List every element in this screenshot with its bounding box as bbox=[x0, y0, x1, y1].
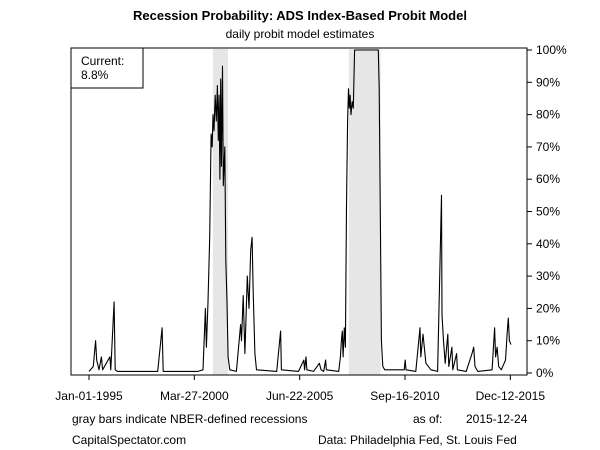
x-tick-label: Mar-27-2000 bbox=[160, 389, 229, 403]
current-value: 8.8% bbox=[81, 68, 109, 82]
asof-date: 2015-12-24 bbox=[466, 412, 528, 426]
chart-title: Recession Probability: ADS Index-Based P… bbox=[133, 8, 467, 23]
y-tick-label: 70% bbox=[536, 140, 560, 154]
y-tick-label: 60% bbox=[536, 172, 560, 186]
x-tick-label: Sep-16-2010 bbox=[370, 389, 440, 403]
recession-bar-1 bbox=[212, 49, 229, 375]
x-tick-label: Jan-01-1995 bbox=[55, 389, 123, 403]
recession-bars bbox=[212, 49, 381, 375]
y-axis: 0% 10% 20% 30% 40% 50% 60% 70% 80% 90% 100% bbox=[527, 43, 567, 380]
chart-subtitle: daily probit model estimates bbox=[225, 27, 375, 41]
y-tick-label: 20% bbox=[536, 301, 560, 315]
x-tick-label: Jun-22-2005 bbox=[266, 389, 334, 403]
series-line bbox=[88, 49, 512, 372]
y-tick-label: 50% bbox=[536, 205, 560, 219]
y-tick-label: 90% bbox=[536, 75, 560, 89]
asof-label: as of: bbox=[413, 412, 443, 426]
current-label: Current: bbox=[81, 54, 124, 68]
y-tick-label: 80% bbox=[536, 108, 560, 122]
data-source: Data: Philadelphia Fed, St. Louis Fed bbox=[318, 433, 517, 447]
plot-frame bbox=[70, 47, 528, 376]
source-site: CapitalSpectator.com bbox=[72, 433, 187, 447]
y-tick-label: 100% bbox=[536, 43, 567, 57]
y-tick-label: 40% bbox=[536, 237, 560, 251]
y-tick-label: 0% bbox=[536, 366, 554, 380]
x-tick-label: Dec-12-2015 bbox=[476, 389, 546, 403]
recession-note: gray bars indicate NBER-defined recessio… bbox=[72, 412, 308, 426]
x-axis: Jan-01-1995 Mar-27-2000 Jun-22-2005 Sep-16-… bbox=[55, 374, 546, 403]
recession-bar-2 bbox=[348, 49, 381, 375]
y-tick-label: 30% bbox=[536, 269, 560, 283]
y-tick-label: 10% bbox=[536, 334, 560, 348]
